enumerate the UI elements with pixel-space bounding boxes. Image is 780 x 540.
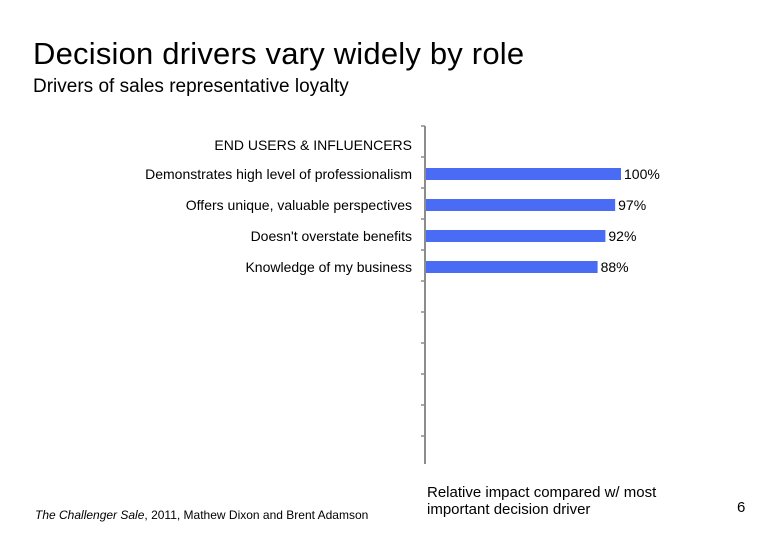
- bar: [426, 230, 606, 242]
- category-label: Demonstrates high level of professionali…: [145, 166, 412, 182]
- value-label: 97%: [618, 197, 646, 213]
- bar: [426, 261, 598, 273]
- slide-subtitle: Drivers of sales representative loyalty: [33, 76, 349, 97]
- source-citation: The Challenger Sale, 2011, Mathew Dixon …: [35, 508, 368, 522]
- group-label: END USERS & INFLUENCERS: [214, 137, 412, 153]
- slide-title: Decision drivers vary widely by role: [33, 36, 525, 71]
- bar: [426, 199, 616, 211]
- category-label: Offers unique, valuable perspectives: [186, 197, 412, 213]
- x-axis-label: Relative impact compared w/ most importa…: [427, 484, 657, 518]
- value-label: 92%: [608, 228, 636, 244]
- category-label: Knowledge of my business: [245, 259, 412, 275]
- page-number: 6: [737, 499, 746, 516]
- source-book-title: The Challenger Sale: [35, 508, 145, 522]
- source-details: , 2011, Mathew Dixon and Brent Adamson: [144, 508, 369, 522]
- bar: [426, 168, 621, 180]
- category-label: Doesn't overstate benefits: [251, 228, 412, 244]
- value-label: 100%: [624, 166, 660, 182]
- value-label: 88%: [601, 259, 629, 275]
